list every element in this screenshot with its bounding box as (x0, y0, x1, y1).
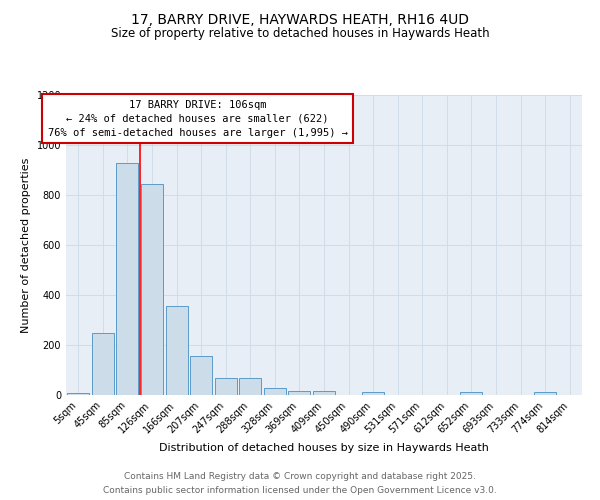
Bar (215, 378, 237, 395)
Bar (67, 392, 89, 395)
Bar (264, 388, 286, 395)
Bar (190, 356, 212, 395)
Text: Contains HM Land Registry data © Crown copyright and database right 2025.: Contains HM Land Registry data © Crown c… (124, 472, 476, 481)
Text: Contains public sector information licensed under the Open Government Licence v3: Contains public sector information licen… (103, 486, 497, 495)
Bar (362, 392, 384, 395)
Bar (116, 163, 139, 395)
Bar (460, 392, 482, 395)
Bar (534, 392, 556, 395)
Bar (239, 378, 262, 395)
X-axis label: Distribution of detached houses by size in Haywards Heath: Distribution of detached houses by size … (159, 443, 489, 453)
Text: 17 BARRY DRIVE: 106sqm
← 24% of detached houses are smaller (622)
76% of semi-de: 17 BARRY DRIVE: 106sqm ← 24% of detached… (47, 100, 347, 138)
Bar (166, 306, 188, 395)
Text: Size of property relative to detached houses in Haywards Heath: Size of property relative to detached ho… (110, 28, 490, 40)
Bar (141, 184, 163, 395)
Bar (92, 333, 114, 395)
Bar (313, 391, 335, 395)
Text: 17, BARRY DRIVE, HAYWARDS HEATH, RH16 4UD: 17, BARRY DRIVE, HAYWARDS HEATH, RH16 4U… (131, 12, 469, 26)
Bar (289, 391, 310, 395)
Y-axis label: Number of detached properties: Number of detached properties (21, 158, 31, 332)
